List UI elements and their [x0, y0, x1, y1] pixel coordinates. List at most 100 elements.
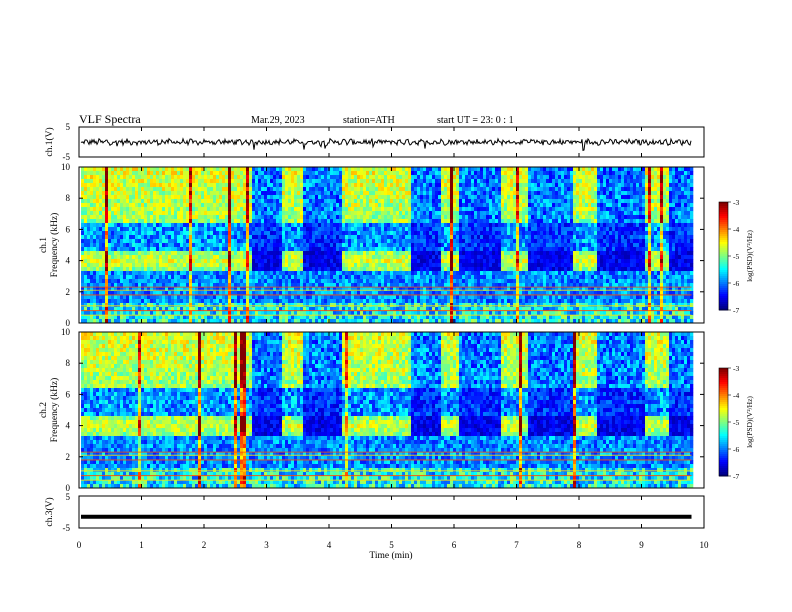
date-label: Mar.29, 2023	[251, 115, 305, 126]
ch2-colorbar-tick-1: -4	[733, 391, 739, 400]
ch1-colorbar-cell	[719, 276, 728, 279]
ch2-colorbar-label: log(PSD)(V²/Hz)	[745, 396, 754, 448]
ch1-colorbar-cell	[719, 300, 728, 303]
x-tick-9: 9	[639, 540, 644, 550]
x-tick-10: 10	[700, 540, 710, 550]
ch1-waveform-trace	[80, 137, 692, 152]
ch1-colorbar-cell	[719, 254, 728, 257]
ch1-colorbar-tick-2: -5	[733, 252, 739, 261]
ch1-colorbar-cell	[719, 282, 728, 285]
ch1-colorbar-cell	[719, 236, 728, 239]
ch1-colorbar-cell	[719, 222, 728, 225]
ch2-colorbar-cell	[719, 428, 728, 431]
ch2-colorbar-cell	[719, 446, 728, 449]
ch2-colorbar-tick-4: -7	[733, 472, 739, 481]
ch2-colorbar-cell	[719, 470, 728, 473]
ch2-colorbar-cell	[719, 402, 728, 405]
ch1-colorbar-cell	[719, 286, 728, 289]
ch1-colorbar-cell	[719, 298, 728, 301]
ch1-colorbar-cell	[719, 206, 728, 209]
ch2-spectrogram-image	[79, 332, 704, 489]
ch1-ytick-1: 8	[66, 193, 71, 203]
ch2-colorbar-cell	[719, 388, 728, 391]
x-tick-6: 6	[452, 540, 457, 550]
ch1-colorbar-cell	[719, 238, 728, 241]
ch2-colorbar-cell	[719, 422, 728, 425]
x-tick-7: 7	[514, 540, 519, 550]
ch2-colorbar-cell	[719, 468, 728, 471]
ch1-colorbar-cell	[719, 308, 728, 311]
ch1-colorbar-cell	[719, 224, 728, 227]
ch2-colorbar-cell	[719, 454, 728, 457]
x-tick-3: 3	[264, 540, 269, 550]
ch1-colorbar-tick-3: -6	[733, 279, 739, 288]
ch1-colorbar-cell	[719, 218, 728, 221]
x-axis-label: Time (min)	[369, 550, 412, 561]
ch2-colorbar-cell	[719, 426, 728, 429]
ch2-colorbar-cell	[719, 472, 728, 475]
ch2-colorbar-cell	[719, 438, 728, 441]
ch2-colorbar-cell	[719, 440, 728, 443]
ch2-colorbar-cell	[719, 430, 728, 433]
ch2-colorbar-cell	[719, 444, 728, 447]
ch2-colorbar-cell	[719, 378, 728, 381]
ch2-colorbar-cell	[719, 400, 728, 403]
ch2-colorbar-cell	[719, 434, 728, 437]
ch2-spectrogram-ylabel-channel: ch.2	[39, 402, 49, 418]
ch2-colorbar-cell	[719, 460, 728, 463]
ch2-colorbar-cell	[719, 414, 728, 417]
ch1-colorbar-cell	[719, 220, 728, 223]
ch2-ytick-0: 10	[61, 327, 71, 337]
ch2-colorbar-cell	[719, 390, 728, 393]
ch2-colorbar-cell	[719, 368, 728, 371]
ch1-colorbar-cell	[719, 248, 728, 251]
ch1-ytick-0: 10	[61, 162, 71, 172]
ch1-colorbar-cell	[719, 302, 728, 305]
ch1-colorbar-cell	[719, 270, 728, 273]
ch2-colorbar-cell	[719, 384, 728, 387]
ch2-colorbar-cell	[719, 448, 728, 451]
ch1-waveform-panel: 5 -5 ch.1(V)	[44, 122, 705, 162]
ch1-colorbar-cell	[719, 268, 728, 271]
ch2-colorbar-cell	[719, 380, 728, 383]
ch2-colorbar-cell	[719, 420, 728, 423]
ch1-colorbar-cell	[719, 260, 728, 263]
ch1-ytick-3: 4	[66, 256, 71, 266]
ch2-colorbar-cell	[719, 456, 728, 459]
ch1-colorbar-cell	[719, 204, 728, 207]
ch1-colorbar-cell	[719, 216, 728, 219]
ch1-colorbar-cell	[719, 252, 728, 255]
ch1-spectrogram-image	[79, 167, 704, 324]
ch1-colorbar-cell	[719, 234, 728, 237]
ch2-colorbar-cell	[719, 416, 728, 419]
ch1-ytick-2: 6	[66, 224, 71, 234]
ch2-colorbar-cell	[719, 466, 728, 469]
ch1-colorbar-cell	[719, 214, 728, 217]
ch2-colorbar-cell	[719, 386, 728, 389]
ch2-colorbar-cell	[719, 398, 728, 401]
ch2-ytick-3: 4	[66, 421, 71, 431]
ch1-colorbar: -3 -4 -5 -6 -7 log(PSD)(V²/Hz)	[718, 198, 754, 315]
x-tick-4: 4	[327, 540, 332, 550]
ch3-waveform-panel: 5 -5 ch.3(V)	[44, 492, 705, 533]
ch3-ytick-top: 5	[66, 492, 71, 502]
x-tick-1: 1	[139, 540, 144, 550]
ch2-colorbar-cell	[719, 474, 728, 477]
ch1-colorbar-cell	[719, 304, 728, 307]
ch1-colorbar-cell	[719, 274, 728, 277]
ch2-colorbar-cell	[719, 432, 728, 435]
ch1-ytick-bottom: -5	[63, 152, 71, 162]
ch2-colorbar-tick-3: -6	[733, 445, 739, 454]
ch1-colorbar-cell	[719, 208, 728, 211]
ch2-colorbar-cell	[719, 442, 728, 445]
ch1-colorbar-cell	[719, 246, 728, 249]
station-label: station=ATH	[343, 115, 395, 126]
ch1-colorbar-cell	[719, 290, 728, 293]
ch2-colorbar-cell	[719, 382, 728, 385]
ch2-colorbar-cell	[719, 370, 728, 373]
ch1-colorbar-cell	[719, 288, 728, 291]
ch1-colorbar-label: log(PSD)(V²/Hz)	[745, 230, 754, 282]
ch1-colorbar-cell	[719, 272, 728, 275]
ch2-colorbar-cell	[719, 450, 728, 453]
ch1-colorbar-cell	[719, 306, 728, 309]
